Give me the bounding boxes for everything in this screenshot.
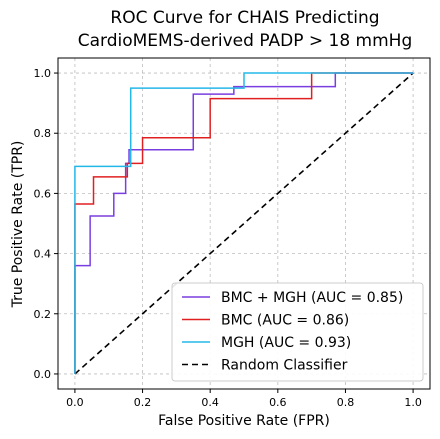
chart-title-line-2: CardioMEMS-derived PADP > 18 mmHg [78,31,413,51]
chart-title-line-1: ROC Curve for CHAIS Predicting [110,8,379,28]
axis-ticks: 0.0 0.2 0.4 0.6 0.8 1.0 0.0 0.2 0.4 0.6 0.8 1.0 [34,67,422,409]
legend-label-2: MGH (AUC = 0.93) [221,335,351,351]
y-tick-label: 0.8 [34,127,52,140]
x-tick-label: 0.2 [134,396,152,409]
x-tick-label: 0.8 [337,396,355,409]
x-tick-label: 0.6 [269,396,287,409]
legend-label-1: BMC (AUC = 0.86) [221,313,349,329]
series-line-3 [74,72,414,375]
y-tick-label: 0.0 [34,368,52,381]
plot-frame [57,57,431,390]
legend-label-0: BMC + MGH (AUC = 0.85) [221,290,403,306]
x-axis-label: False Positive Rate (FPR) [158,413,330,429]
y-tick-label: 0.4 [34,248,52,261]
legend: BMC + MGH (AUC = 0.85) BMC (AUC = 0.86) MG… [171,282,424,382]
legend-box [171,282,424,382]
series-line-2 [74,72,414,374]
series-layer [74,72,414,375]
y-tick-label: 0.6 [34,187,52,200]
series-line-1 [74,72,414,374]
legend-label-3: Random Classifier [221,358,348,374]
y-tick-label: 1.0 [34,67,52,80]
x-tick-label: 1.0 [404,396,422,409]
x-tick-label: 0.4 [201,396,219,409]
x-tick-label: 0.0 [66,396,84,409]
y-axis-label: True Positive Rate (TPR) [10,141,26,309]
y-tick-label: 0.2 [34,308,52,321]
